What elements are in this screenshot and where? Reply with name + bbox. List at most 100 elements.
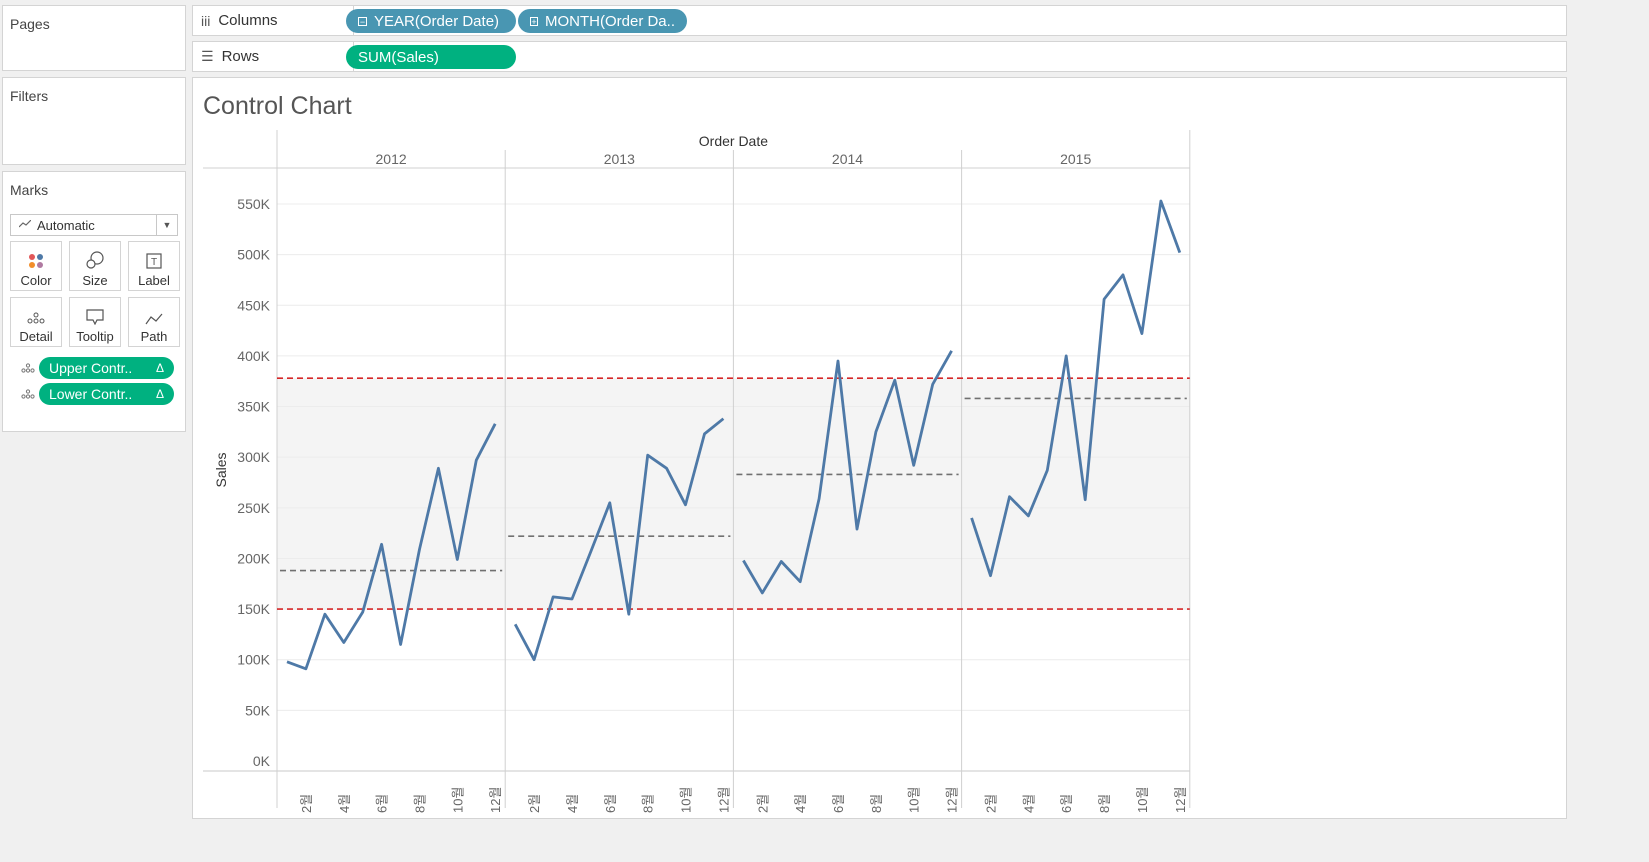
pages-title: Pages (10, 16, 50, 32)
detail-icon (11, 298, 61, 325)
columns-icon: iii (201, 12, 211, 29)
color-icon (11, 242, 61, 269)
rows-icon: ☰ (201, 48, 214, 64)
year-header-2012: 2012 (376, 151, 407, 167)
x-tick-label: 12월 (945, 787, 960, 813)
path-label: Path (140, 329, 168, 344)
expand-icon[interactable]: + (530, 16, 538, 27)
x-tick-label: 10월 (450, 787, 465, 813)
detail-icon (21, 389, 35, 402)
size-icon (70, 242, 120, 269)
year-header-2015: 2015 (1060, 151, 1091, 167)
x-tick-label: 6월 (375, 794, 390, 813)
header-order-date: Order Date (699, 133, 768, 149)
svg-text:T: T (151, 257, 157, 268)
detail-icon (21, 363, 35, 376)
y-tick-label: 500K (237, 247, 270, 263)
delta-icon: Δ (155, 387, 164, 401)
x-tick-label: 4월 (793, 794, 808, 813)
x-tick-label: 8월 (1097, 794, 1112, 813)
y-tick-label: 450K (237, 297, 270, 313)
y-tick-label: 550K (237, 196, 270, 212)
x-tick-label: 12월 (488, 787, 503, 813)
y-tick-label: 50K (245, 702, 271, 718)
x-tick-label: 6월 (831, 794, 846, 813)
path-button[interactable]: Path (128, 297, 180, 347)
tooltip-button[interactable]: Tooltip (69, 297, 121, 347)
label-label: Label (138, 273, 170, 288)
x-tick-label: 4월 (1021, 794, 1036, 813)
color-button[interactable]: Color (10, 241, 62, 291)
sales-line-2014 (742, 350, 953, 595)
path-icon (129, 298, 179, 325)
tooltip-icon (70, 298, 120, 325)
x-tick-label: 4월 (337, 794, 352, 813)
mark-type-value: Automatic (37, 217, 95, 233)
rows-shelf[interactable]: ☰ Rows SUM(Sales) (192, 41, 1567, 72)
marks-card: Marks Automatic ▼ Color Size T Label Det… (2, 171, 186, 432)
lower-control-label: Lower Contr.. (49, 386, 133, 402)
view-title: Control Chart (203, 92, 352, 120)
x-tick-label: 10월 (1135, 787, 1150, 813)
x-tick-label: 8월 (869, 794, 884, 813)
upper-control-label: Upper Contr.. (49, 360, 133, 376)
x-tick-label: 8월 (412, 794, 427, 813)
columns-label: Columns (218, 12, 278, 29)
size-button[interactable]: Size (69, 241, 121, 291)
y-tick-label: 350K (237, 399, 270, 415)
x-tick-label: 12월 (1173, 787, 1188, 813)
pages-card[interactable]: Pages (2, 5, 186, 71)
year-order-date-pill[interactable]: − YEAR(Order Date) (346, 9, 516, 33)
y-tick-label: 200K (237, 550, 270, 566)
sum-sales-label: SUM(Sales) (358, 48, 439, 66)
year-header-2013: 2013 (604, 151, 635, 167)
x-tick-label: 2월 (984, 794, 999, 813)
delta-icon: Δ (155, 361, 164, 375)
columns-shelf[interactable]: iii Columns − YEAR(Order Date) + MONTH(O… (192, 5, 1567, 36)
line-mark-icon (18, 219, 32, 231)
marks-title: Marks (10, 182, 49, 198)
chevron-down-icon[interactable]: ▼ (156, 215, 177, 235)
size-label: Size (82, 273, 108, 288)
collapse-icon[interactable]: − (358, 16, 367, 27)
color-label: Color (20, 273, 52, 288)
x-tick-label: 6월 (1059, 794, 1074, 813)
detail-label: Detail (19, 329, 53, 344)
month-pill-label: MONTH(Order Da.. (544, 12, 675, 30)
x-tick-label: 2월 (299, 794, 314, 813)
lower-control-pill[interactable]: Lower Contr.. Δ (39, 383, 174, 405)
year-pill-label: YEAR(Order Date) (374, 12, 500, 30)
y-tick-label: 400K (237, 348, 270, 364)
rows-shelf-label: ☰ Rows (201, 42, 259, 71)
filters-card[interactable]: Filters (2, 77, 186, 165)
x-tick-label: 4월 (565, 794, 580, 813)
x-tick-label: 2월 (527, 794, 542, 813)
x-tick-label: 8월 (641, 794, 656, 813)
y-axis-title: Sales (213, 452, 229, 487)
y-tick-label: 100K (237, 652, 270, 668)
x-tick-label: 10월 (907, 787, 922, 813)
mark-type-dropdown[interactable]: Automatic ▼ (10, 214, 178, 236)
sales-line-2012 (286, 423, 497, 671)
label-icon: T (129, 242, 179, 269)
y-tick-label: 150K (237, 601, 270, 617)
x-tick-label: 10월 (679, 787, 694, 813)
y-tick-label: 250K (237, 500, 270, 516)
label-button[interactable]: T Label (128, 241, 180, 291)
sum-sales-pill[interactable]: SUM(Sales) (346, 45, 516, 69)
year-header-2014: 2014 (832, 151, 863, 167)
rows-label: Rows (221, 48, 260, 65)
month-order-date-pill[interactable]: + MONTH(Order Da.. (518, 9, 687, 33)
filters-title: Filters (10, 88, 49, 104)
y-tick-label: 0K (253, 753, 271, 769)
tooltip-label: Tooltip (76, 329, 114, 344)
upper-control-pill[interactable]: Upper Contr.. Δ (39, 357, 174, 379)
columns-shelf-label: iii Columns (201, 6, 278, 35)
x-tick-label: 12월 (716, 787, 731, 813)
y-tick-label: 300K (237, 449, 270, 465)
sales-line-2013 (513, 417, 725, 662)
x-tick-label: 2월 (755, 794, 770, 813)
sales-line-2015 (970, 199, 1182, 578)
detail-button[interactable]: Detail (10, 297, 62, 347)
